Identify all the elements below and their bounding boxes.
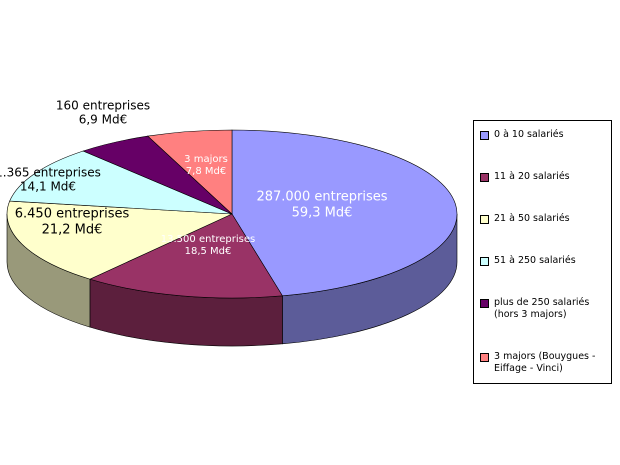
- legend-item: plus de 250 salariés (hors 3 majors): [480, 297, 605, 321]
- slice: [89, 213, 283, 299]
- data-label-count: 13.500 entreprises: [161, 234, 255, 245]
- slice: [147, 129, 233, 215]
- legend-swatch: [480, 173, 489, 182]
- legend-swatch: [480, 215, 489, 224]
- data-label-count: 287.000 entreprises: [256, 190, 387, 205]
- legend-item: 51 à 250 salariés: [480, 255, 605, 267]
- data-label-value: 59,3 Md€: [292, 205, 353, 220]
- data-label-value: 14,1 Md€: [20, 180, 76, 194]
- legend-label: 0 à 10 salariés: [494, 129, 564, 140]
- slice: [9, 150, 233, 215]
- legend-item: 3 majors (Bouygues - Eiffage - Vinci): [480, 351, 605, 375]
- data-label-count: 6.450 entreprises: [15, 207, 130, 222]
- legend-swatch: [480, 299, 489, 308]
- legend-label: 11 à 20 salariés: [494, 171, 570, 182]
- legend-label: 21 à 50 salariés: [494, 213, 570, 224]
- legend-item: 21 à 50 salariés: [480, 213, 605, 225]
- data-label-value: 18,5 Md€: [185, 246, 232, 257]
- legend: 0 à 10 salariés 11 à 20 salariés 21 à 50 s…: [473, 120, 612, 384]
- data-label-count: 160 entreprises: [56, 98, 150, 112]
- legend-swatch: [480, 257, 489, 266]
- slice: [6, 200, 233, 280]
- legend-item: 0 à 10 salariés: [480, 129, 605, 141]
- legend-swatch: [480, 131, 489, 140]
- data-label-count: 3 majors: [184, 154, 228, 165]
- slice: [231, 129, 458, 297]
- legend-label: 51 à 250 salariés: [494, 255, 576, 266]
- data-label-value: 21,2 Md€: [42, 222, 103, 237]
- data-label-value: 6,9 Md€: [79, 113, 128, 127]
- legend-label: 3 majors (Bouygues - Eiffage - Vinci): [494, 351, 596, 374]
- data-label-value: 7,8 Md€: [186, 166, 226, 177]
- legend-swatch: [480, 353, 489, 362]
- legend-label: plus de 250 salariés (hors 3 majors): [494, 297, 590, 320]
- data-label-count: 1.365 entreprises: [0, 165, 101, 179]
- legend-item: 11 à 20 salariés: [480, 171, 605, 183]
